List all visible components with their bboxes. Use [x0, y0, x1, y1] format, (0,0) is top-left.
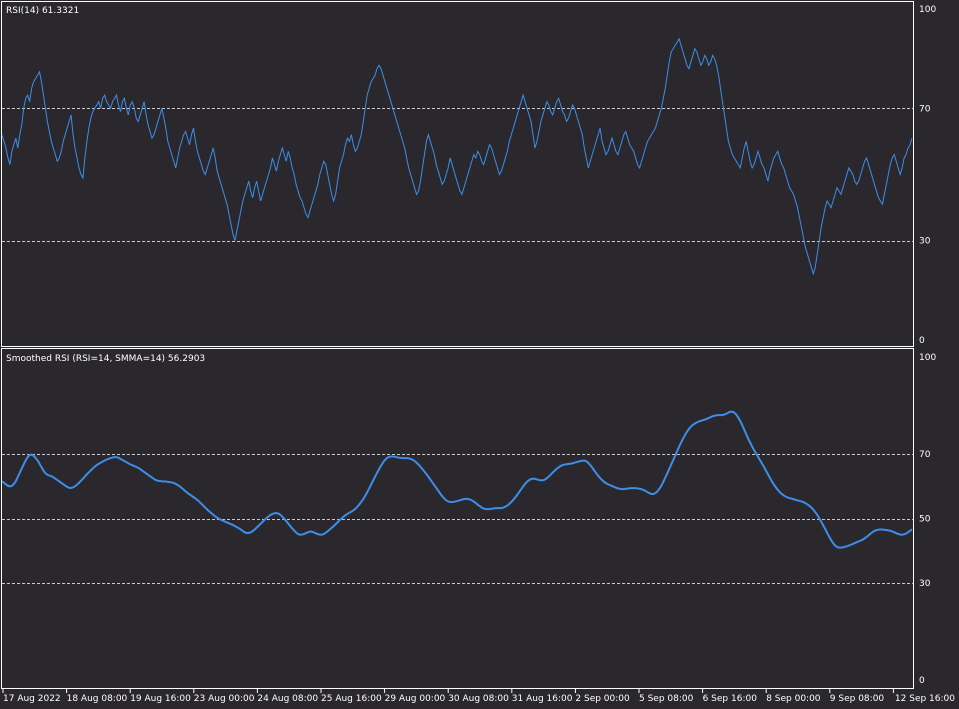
smoothed-rsi-panel: 100 70 50 30 0 Smoothed RSI (RSI=14, SMMA=14…	[1, 348, 936, 689]
x-tick-label: 31 Aug 16:00	[512, 694, 573, 704]
y-tick-label: 70	[919, 450, 931, 460]
x-tick-label: 23 Aug 00:00	[194, 694, 255, 704]
rsi-panel-title: RSI(14) 61.3321	[6, 6, 79, 16]
rsi-panel-grid	[2, 108, 913, 242]
x-tick-label: 2 Sep 00:00	[575, 694, 630, 704]
smoothed-rsi-panel-frame	[1, 348, 914, 689]
y-tick-label: 30	[919, 237, 931, 247]
y-tick-label: 0	[919, 676, 925, 686]
smoothed-rsi-panel-grid	[2, 454, 913, 584]
x-tick-label: 17 Aug 2022	[3, 694, 61, 704]
rsi-panel-y-ticks: 100 70 30 0	[919, 5, 936, 346]
x-tick-label: 24 Aug 08:00	[257, 694, 318, 704]
x-tick-label: 8 Sep 00:00	[766, 694, 821, 704]
y-tick-label: 30	[919, 579, 931, 589]
x-tick-label: 30 Aug 08:00	[448, 694, 509, 704]
rsi-panel-frame	[1, 1, 914, 347]
y-tick-label: 70	[919, 104, 931, 114]
y-tick-label: 100	[919, 353, 936, 363]
y-tick-label: 50	[919, 515, 931, 525]
x-tick-label: 25 Aug 16:00	[321, 694, 382, 704]
rsi-line	[1, 37, 913, 276]
y-tick-label: 0	[919, 336, 925, 346]
smoothed-rsi-panel-y-ticks: 100 70 50 30 0	[919, 353, 936, 686]
rsi-panel: 100 70 30 0 RSI(14) 61.3321	[1, 1, 936, 347]
x-tick-label: 12 Sep 16:00	[895, 694, 955, 704]
x-tick-label: 6 Sep 16:00	[703, 694, 758, 704]
smoothed-rsi-line	[1, 410, 913, 549]
x-tick-label: 5 Sep 08:00	[639, 694, 694, 704]
x-tick-label: 18 Aug 08:00	[67, 694, 128, 704]
time-axis: 17 Aug 2022 18 Aug 08:00 19 Aug 16:00 23 Au…	[2, 689, 955, 704]
y-tick-label: 100	[919, 5, 936, 15]
x-tick-label: 9 Sep 08:00	[830, 694, 885, 704]
x-tick-label: 19 Aug 16:00	[130, 694, 191, 704]
x-tick-label: 29 Aug 00:00	[385, 694, 446, 704]
smoothed-rsi-panel-title: Smoothed RSI (RSI=14, SMMA=14) 56.2903	[6, 354, 205, 364]
